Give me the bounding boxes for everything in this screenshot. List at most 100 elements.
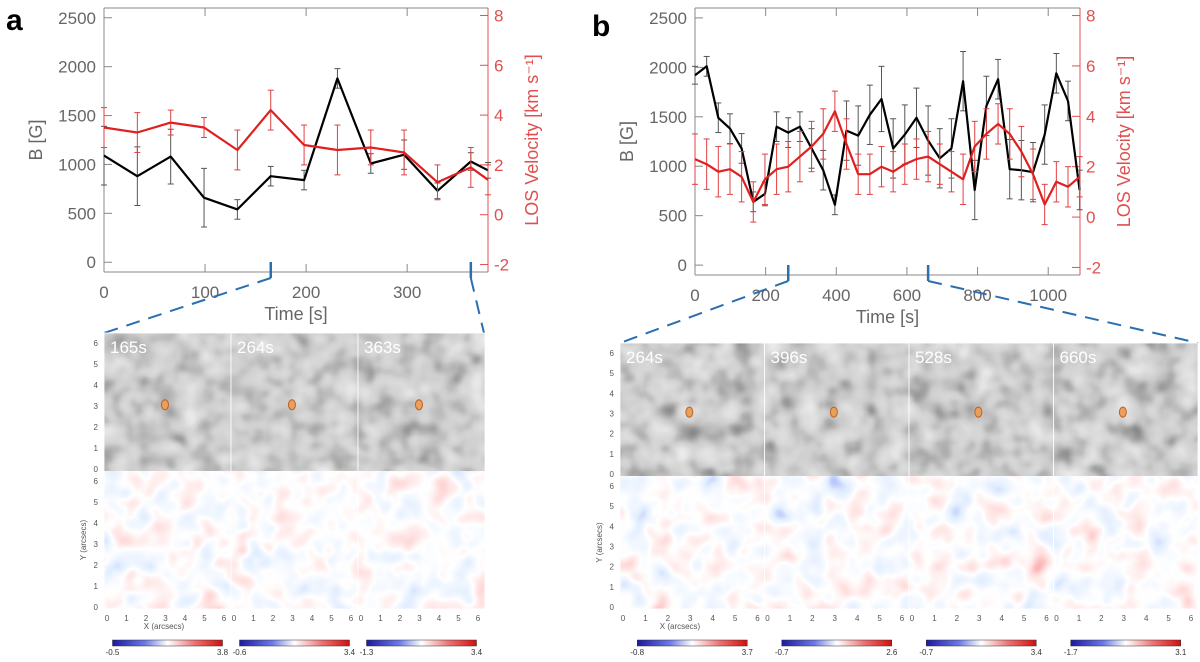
map-x-tick-label: 0 [765,614,770,623]
velocity-map [620,476,765,609]
map-frame [1053,342,1199,610]
series-line-b-field [103,77,489,211]
map-x-tick-label: 1 [643,614,648,623]
map-y-tick-label: 4 [94,519,99,528]
map-x-tick-label: 6 [1189,614,1194,623]
map-x-tick-label: 0 [105,614,110,623]
x-axis-label: Time [s] [264,304,327,324]
zoom-guide-line [469,277,485,334]
map-y-tick-label: 2 [94,561,99,570]
map-y-tick-label: 1 [94,582,99,591]
map-y-tick-label: 5 [610,369,615,378]
y-left-tick-label: 1500 [58,107,96,126]
map-y-tick-label: 6 [94,477,99,486]
map-y-tick-label: 5 [94,360,99,369]
map-x-tick-label: 0 [910,614,915,623]
map-x-tick-label: 1 [932,614,937,623]
map-x-tick-label: 2 [144,614,149,623]
zoom-guide-line [619,280,789,344]
colorbar-max-label: 3.7 [742,648,754,657]
map-y-tick-label: 3 [94,402,99,411]
map-x-tick-label: 2 [955,614,960,623]
colorbar-max-label: 3.8 [217,648,229,657]
colorbar [637,639,748,647]
map-x-tick-label: 6 [476,614,481,623]
y-left-tick-label: 2500 [649,9,687,28]
snapshot-time-label: 165s [110,338,147,357]
map-x-tick-label: 4 [183,614,188,623]
map-x-tick-label: 1 [788,614,793,623]
y-left-tick-label: 2000 [58,58,96,77]
map-x-tick-label: 5 [329,614,334,623]
y-left-tick-label: 1000 [649,157,687,176]
map-x-tick-label: 5 [456,614,461,623]
panel-b-maps: 264s -0.8 3.7 0 1 2 3 4 5 6 396s -0.7 2.6 0 1 2 3 4 5 6 528s… [595,342,1199,657]
map-y-tick-label: 0 [610,603,615,612]
snapshot-time-label: 363s [364,338,401,357]
map-y-tick-label: 2 [610,430,615,439]
map-x-tick-label: 3 [977,614,982,623]
bright-point-marker [1118,406,1127,418]
y-right-tick-label: 6 [1086,57,1095,76]
bright-point-marker [685,406,694,418]
colorbar [926,639,1037,647]
y-left-axis-label: B [G] [617,121,637,162]
map-x-tick-label: 3 [163,614,168,623]
map-x-tick-label: 5 [1166,614,1171,623]
map-x-tick-label: 6 [900,614,905,623]
x-tick-label: 300 [393,283,421,302]
map-x-tick-label: 0 [1054,614,1059,623]
series-line-los-velocity [103,108,489,184]
map-x-tick-label: 5 [733,614,738,623]
map-x-tick-label: 3 [417,614,422,623]
map-x-tick-label: 1 [251,614,256,623]
colorbar-max-label: 3.4 [1031,648,1043,657]
x-tick-label: 1000 [1029,286,1067,305]
map-x-tick-label: 1 [378,614,383,623]
velocity-map [764,476,909,609]
colorbar [781,639,892,647]
panel-label-a: a [6,4,23,37]
map-x-tick-label: 4 [310,614,315,623]
map-y-tick-label: 1 [94,444,99,453]
map-frame [357,332,486,610]
map-y-tick-label: 4 [94,381,99,390]
panel-a-plot: 0 500 1000 1500 2000 2500 -2 0 2 4 6 8 0 100 200 300 Tim… [26,6,542,334]
velocity-map [909,476,1054,609]
y-right-tick-label: 8 [494,6,503,25]
panel-a-maps: 165s -0.5 3.8 0 1 2 3 4 5 6 264s -0.6 3.4 0 1 2 3 4 5 6 363s… [79,332,486,657]
colorbar [366,639,477,647]
velocity-map [104,471,231,609]
colorbar-min-label: -0.8 [630,648,644,657]
map-y-axis-label: Y (arcsecs) [595,522,604,563]
y-left-axis-label: B [G] [26,119,46,160]
map-x-tick-label: 4 [437,614,442,623]
series-line-b-field [694,65,1081,206]
snapshot-time-label: 660s [1060,348,1097,367]
colorbar-max-label: 3.4 [471,648,483,657]
snapshot-time-label: 528s [915,348,952,367]
map-x-tick-label: 2 [666,614,671,623]
y-left-tick-label: 500 [68,204,96,223]
map-y-tick-label: 0 [610,470,615,479]
bright-point-marker [974,406,983,418]
y-left-tick-label: 1500 [649,108,687,127]
x-tick-label: 400 [822,286,850,305]
map-x-tick-label: 6 [349,614,354,623]
map-y-tick-label: 4 [610,389,615,398]
map-y-tick-label: 3 [94,540,99,549]
y-right-tick-label: -2 [494,256,509,275]
map-y-axis-label: Y (arcsecs) [79,520,88,561]
x-tick-label: 600 [893,286,921,305]
y-right-tick-label: 2 [494,156,503,175]
bright-point-marker [829,406,838,418]
map-y-tick-label: 0 [94,603,99,612]
map-x-tick-label: 1 [1077,614,1082,623]
map-x-tick-label: 0 [232,614,237,623]
bright-point-marker [160,399,169,411]
map-y-tick-label: 3 [610,410,615,419]
colorbar [239,639,350,647]
map-x-tick-label: 1 [124,614,129,623]
y-right-tick-label: 2 [1086,158,1095,177]
colorbar-min-label: -0.6 [233,648,247,657]
